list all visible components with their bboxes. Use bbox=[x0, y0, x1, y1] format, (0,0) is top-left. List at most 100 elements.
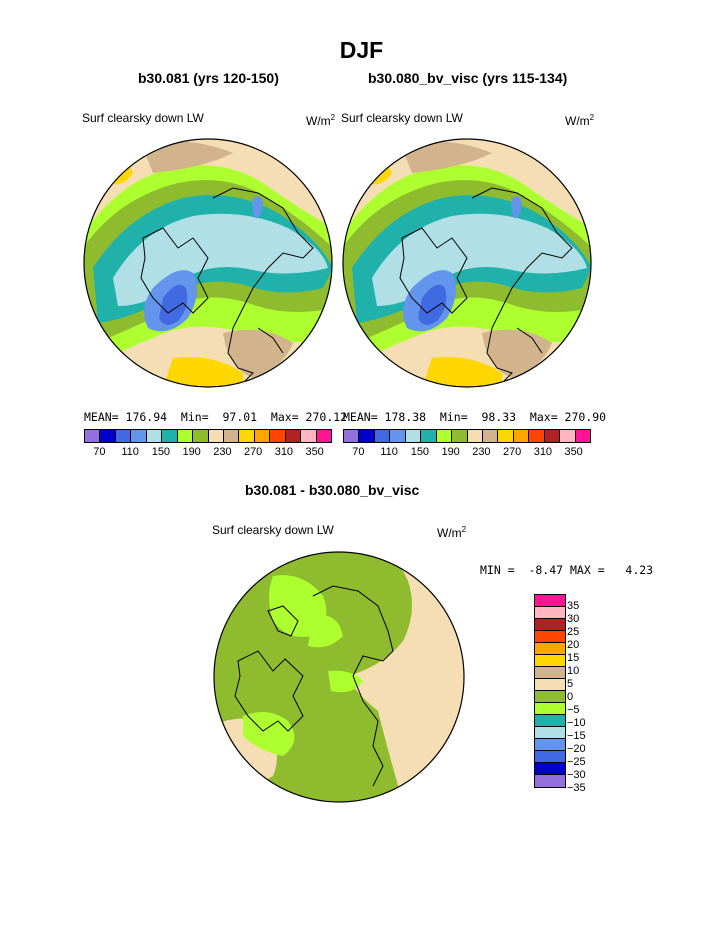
colorbar-swatch bbox=[254, 430, 271, 442]
panel1-colorbar bbox=[84, 429, 332, 443]
colorbar-swatch bbox=[270, 430, 286, 442]
colorbar-swatch bbox=[535, 691, 565, 703]
diff-title: b30.081 - b30.080_bv_visc bbox=[245, 482, 420, 498]
colorbar-swatch bbox=[285, 430, 302, 442]
panel2-stats: MEAN= 178.38 Min= 98.33 Max= 270.90 bbox=[343, 410, 607, 424]
colorbar-swatch bbox=[513, 430, 530, 442]
panel2-units: W/m2 bbox=[565, 113, 595, 128]
panel1-units: W/m2 bbox=[306, 113, 336, 128]
colorbar-swatch bbox=[344, 430, 360, 442]
colorbar-label: 150 bbox=[151, 446, 171, 458]
colorbar-swatch bbox=[560, 430, 576, 442]
colorbar-label: 25 bbox=[567, 626, 580, 638]
colorbar-swatch bbox=[535, 703, 565, 715]
colorbar-label: 0 bbox=[567, 691, 574, 703]
colorbar-label: 20 bbox=[567, 639, 580, 651]
colorbar-label: −25 bbox=[567, 756, 586, 768]
colorbar-swatch bbox=[100, 430, 116, 442]
diff-stats: MIN = -8.47 MAX = 4.23 bbox=[480, 563, 654, 577]
polar-map-diff bbox=[213, 551, 465, 803]
colorbar-swatch bbox=[535, 775, 565, 787]
colorbar-label: 30 bbox=[567, 613, 580, 625]
colorbar-swatch bbox=[390, 430, 406, 442]
colorbar-swatch bbox=[535, 595, 565, 607]
colorbar-swatch bbox=[535, 715, 565, 727]
diff-colorbar bbox=[534, 594, 566, 788]
colorbar-label: −30 bbox=[567, 769, 586, 781]
diff-variable: Surf clearsky down LW bbox=[212, 523, 334, 537]
colorbar-swatch bbox=[544, 430, 561, 442]
colorbar-swatch bbox=[301, 430, 317, 442]
colorbar-swatch bbox=[535, 655, 565, 667]
panel2-title: b30.080_bv_visc (yrs 115-134) bbox=[368, 70, 568, 86]
colorbar-label: −5 bbox=[567, 704, 580, 716]
colorbar-swatch bbox=[535, 643, 565, 655]
colorbar-swatch bbox=[177, 430, 194, 442]
colorbar-label: 190 bbox=[182, 446, 201, 458]
colorbar-label: 70 bbox=[93, 446, 106, 458]
colorbar-label: 150 bbox=[410, 446, 430, 458]
colorbar-swatch bbox=[208, 430, 224, 442]
colorbar-label: −15 bbox=[567, 730, 586, 742]
colorbar-label: 110 bbox=[380, 446, 398, 458]
colorbar-label: −35 bbox=[567, 782, 586, 794]
colorbar-swatch bbox=[85, 430, 101, 442]
colorbar-swatch bbox=[115, 430, 132, 442]
colorbar-label: 230 bbox=[213, 446, 232, 458]
colorbar-swatch bbox=[374, 430, 391, 442]
panel2-colorbar bbox=[343, 429, 591, 443]
colorbar-label: 70 bbox=[352, 446, 365, 458]
colorbar-swatch bbox=[467, 430, 483, 442]
panel1-variable: Surf clearsky down LW bbox=[82, 111, 204, 125]
panel1-stats: MEAN= 176.94 Min= 97.01 Max= 270.12 bbox=[84, 410, 348, 424]
colorbar-swatch bbox=[405, 430, 422, 442]
colorbar-label: −20 bbox=[567, 743, 586, 755]
colorbar-label: 5 bbox=[567, 678, 574, 690]
polar-map-2 bbox=[342, 138, 592, 388]
colorbar-label: 310 bbox=[533, 446, 553, 458]
colorbar-label: 35 bbox=[567, 600, 580, 612]
polar-map-1 bbox=[83, 138, 333, 388]
colorbar-swatch bbox=[535, 607, 565, 619]
colorbar-swatch bbox=[223, 430, 240, 442]
colorbar-swatch bbox=[131, 430, 147, 442]
panel2-colorbar-labels: 70 110 150 190 230 270 310 350 bbox=[343, 446, 589, 460]
colorbar-swatch bbox=[535, 667, 565, 679]
colorbar-label: 10 bbox=[567, 665, 580, 677]
colorbar-swatch bbox=[535, 679, 565, 691]
colorbar-swatch bbox=[535, 751, 565, 763]
panel1-colorbar-labels: 70 110 150 190 230 270 310 350 bbox=[84, 446, 330, 460]
colorbar-label: 350 bbox=[305, 446, 324, 458]
colorbar-label: 270 bbox=[502, 446, 522, 458]
colorbar-label: 310 bbox=[274, 446, 294, 458]
colorbar-swatch bbox=[436, 430, 453, 442]
diff-units: W/m2 bbox=[437, 525, 467, 540]
colorbar-swatch bbox=[359, 430, 375, 442]
panel2-variable: Surf clearsky down LW bbox=[341, 111, 463, 125]
colorbar-swatch bbox=[146, 430, 163, 442]
colorbar-label: −10 bbox=[567, 717, 586, 729]
colorbar-swatch bbox=[316, 430, 331, 442]
colorbar-swatch bbox=[421, 430, 437, 442]
colorbar-label: 230 bbox=[472, 446, 491, 458]
colorbar-swatch bbox=[535, 739, 565, 751]
colorbar-swatch bbox=[529, 430, 545, 442]
colorbar-swatch bbox=[575, 430, 590, 442]
colorbar-swatch bbox=[535, 631, 565, 643]
colorbar-swatch bbox=[498, 430, 514, 442]
colorbar-swatch bbox=[193, 430, 209, 442]
colorbar-label: 110 bbox=[121, 446, 139, 458]
colorbar-label: 270 bbox=[243, 446, 263, 458]
colorbar-label: 350 bbox=[564, 446, 583, 458]
colorbar-swatch bbox=[535, 727, 565, 739]
colorbar-label: 190 bbox=[441, 446, 460, 458]
colorbar-swatch bbox=[162, 430, 178, 442]
colorbar-label: 15 bbox=[567, 652, 580, 664]
panel1-title: b30.081 (yrs 120-150) bbox=[138, 70, 279, 86]
colorbar-swatch bbox=[535, 619, 565, 631]
colorbar-swatch bbox=[452, 430, 468, 442]
diff-colorbar-labels: 35 30 25 20 15 10 5 0 −5 −10 −15 −20 −25 −30 −35 bbox=[567, 594, 607, 804]
colorbar-swatch bbox=[239, 430, 255, 442]
colorbar-swatch bbox=[482, 430, 499, 442]
page-title: DJF bbox=[339, 37, 384, 63]
